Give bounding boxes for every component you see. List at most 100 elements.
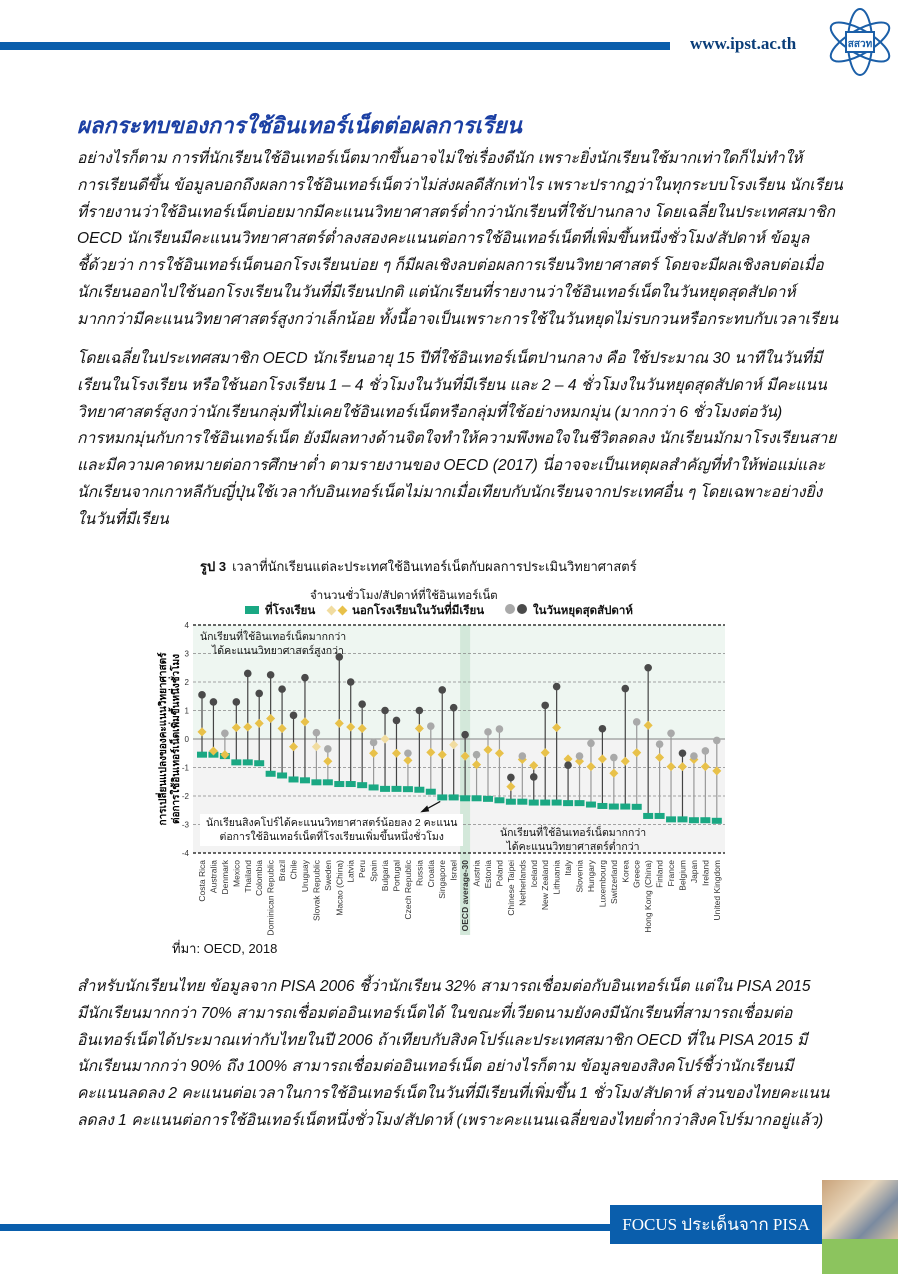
country-label: Switzerland (609, 860, 619, 904)
country-label: Italy (563, 859, 573, 875)
weekend-marker (575, 752, 584, 760)
section-title: ผลกระทบของการใช้อินเทอร์เน็ตต่อผลการเรีย… (77, 113, 522, 138)
y-axis-title: การเปลี่ยนแปลงของคะแนนวิทยาศาสตร์ (155, 652, 169, 826)
weekend-marker (598, 724, 607, 733)
school-marker (608, 803, 619, 810)
school-marker (231, 759, 242, 766)
weekend-marker (484, 728, 492, 736)
weekend-marker (381, 706, 389, 715)
school-marker (402, 786, 413, 793)
y-tick-label: -2 (182, 792, 190, 801)
text-line: ที่รายงานว่าใช้อินเทอร์เน็ตบ่อยมากมีคะแน… (77, 203, 835, 221)
country-label: Costa Rica (197, 860, 207, 902)
weekday-marker (346, 722, 356, 732)
country-label: Russia (414, 860, 424, 886)
school-marker (322, 779, 333, 786)
paragraph-2: โดยเฉลี่ยในประเทศสมาชิก OECD นักเรียนอาย… (77, 346, 847, 534)
country-label: Latvia (346, 860, 356, 883)
legend-weekend-label: ในวันหยุดสุดสัปดาห์ (533, 605, 633, 617)
weekend-marker (324, 745, 332, 753)
text-line: เรียนในโรงเรียน หรือใช้นอกโรงเรียน 1 – 4… (77, 376, 827, 394)
country-label: Croatia (426, 860, 436, 888)
text-line: สำหรับนักเรียนไทย ข้อมูลจาก PISA 2006 ชี… (77, 978, 811, 995)
weekend-marker (312, 728, 321, 737)
school-marker (540, 799, 551, 806)
text-line: มีนักเรียนมากกว่า 70% สามารถเชื่อมต่ออิน… (77, 1004, 793, 1022)
country-label: Bulgaria (380, 860, 390, 891)
weekend-marker (243, 669, 252, 678)
weekend-marker (678, 749, 687, 758)
text-line: อินเทอร์เน็ตได้ประมาณเท่ากับไทยในปี 2006… (77, 1031, 808, 1049)
y-tick-label: 2 (185, 678, 190, 687)
school-marker (345, 781, 356, 788)
school-marker (242, 759, 253, 766)
footer-label: FOCUS ประเด็นจาก PISA (610, 1205, 822, 1244)
country-label: Hungary (586, 859, 596, 892)
website-url[interactable]: www.ipst.ac.th (690, 34, 797, 53)
weekend-marker (209, 698, 218, 706)
text-line: นักเรียนมากกว่า 90% ถึง 100% สามารถเชื่อ… (77, 1058, 794, 1076)
country-label: New Zealand (540, 860, 550, 910)
school-marker (391, 785, 402, 792)
country-label: Slovenia (575, 860, 585, 893)
y-tick-label: 0 (185, 735, 190, 744)
school-marker (471, 795, 482, 802)
country-label: Estonia (483, 860, 493, 889)
text-line: การเรียนดีขึ้น ข้อมูลบอกถึงผลการใช้อินเท… (77, 176, 843, 194)
weekend-marker (198, 691, 206, 699)
country-label: Portugal (391, 860, 401, 892)
country-label: Singapore (437, 860, 447, 899)
legend-school-swatch-icon (245, 606, 259, 614)
school-marker (517, 798, 528, 805)
weekday-marker (677, 762, 688, 772)
weekend-marker (564, 761, 572, 770)
country-label: Mexico (231, 860, 241, 887)
weekday-marker (277, 723, 287, 733)
annotation-line: นักเรียนสิงคโปร์ได้คะแนนวิทยาศาสตร์น้อยล… (206, 817, 458, 829)
country-label: Spain (369, 860, 379, 882)
legend-title: จำนวนชั่วโมง/สัปดาห์ที่ใช้อินเทอร์เน็ต (310, 590, 498, 602)
country-label: Slovak Republic (311, 859, 321, 921)
weekend-marker (472, 750, 481, 759)
weekend-marker (552, 682, 561, 691)
weekend-marker (690, 752, 698, 760)
weekend-marker (632, 718, 641, 726)
weekday-marker (266, 713, 276, 724)
annotation-top: นักเรียนที่ใช้อินเทอร์เน็ตมากกว่า ได้คะแ… (200, 630, 346, 658)
text-line: และมีความคาดหมายต่อการศึกษาต่ำ ตามรายงาน… (77, 457, 826, 475)
school-marker (563, 800, 574, 807)
country-label: United Kingdom (712, 860, 722, 920)
annotation-line: ต่อการใช้อินเทอร์เน็ตที่โรงเรียนเพิ่มขึ้… (219, 831, 444, 843)
country-label: Colombia (254, 860, 264, 896)
school-marker (460, 795, 471, 802)
country-label: OECD average-30 (460, 860, 470, 932)
country-label: Australia (208, 860, 218, 893)
weekday-marker (300, 717, 310, 727)
paragraph-1: อย่างไรก็ตาม การที่นักเรียนใช้อินเทอร์เน… (77, 146, 847, 334)
weekend-marker (655, 740, 664, 748)
country-label: Macao (China) (334, 860, 344, 916)
weekend-marker (701, 747, 710, 755)
country-label: Korea (620, 860, 630, 883)
ipst-logo-icon: สสวท (829, 8, 891, 76)
weekend-marker (587, 739, 595, 748)
school-marker (357, 782, 368, 789)
weekend-marker (392, 716, 401, 725)
weekend-marker (255, 689, 263, 698)
weekday-marker (243, 722, 253, 732)
country-label: Austria (472, 860, 482, 887)
weekday-marker (208, 746, 218, 756)
country-label: Hong Kong (China) (643, 860, 653, 933)
weekday-marker (472, 760, 482, 770)
country-label: Uruguay (300, 859, 310, 892)
weekend-marker (507, 773, 515, 782)
weekend-marker (713, 736, 721, 745)
country-label: Finland (655, 860, 665, 888)
arrow-head-icon (420, 805, 430, 813)
country-label: Luxembourg (597, 860, 607, 908)
annotation-singapore: นักเรียนสิงคโปร์ได้คะแนนวิทยาศาสตร์น้อยล… (200, 814, 464, 846)
weekend-marker (221, 729, 229, 738)
school-marker (677, 816, 688, 823)
country-label: Lithuania (552, 860, 562, 895)
